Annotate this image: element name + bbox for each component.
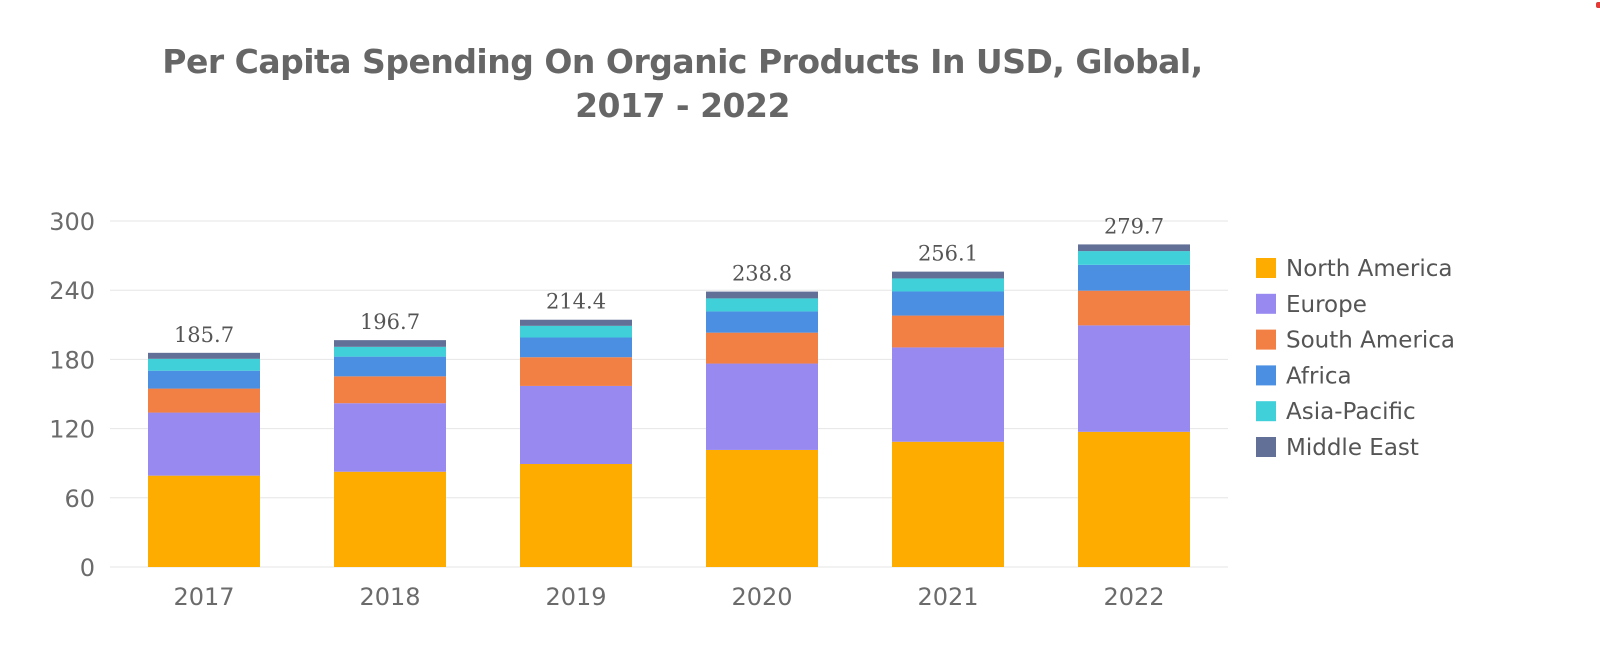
legend[interactable]: North America Europe South America Africa As… <box>1256 256 1455 461</box>
legend-item-middle-east[interactable]: Middle East <box>1256 435 1419 461</box>
total-label: 214.4 <box>546 290 606 314</box>
bar-segment-africa[interactable] <box>706 311 818 333</box>
bar-segment-africa[interactable] <box>334 356 446 377</box>
y-tick-label: 300 <box>49 208 95 236</box>
x-tick-label: 2017 <box>173 583 234 611</box>
x-tick-label: 2019 <box>545 583 606 611</box>
x-axis-tick-labels: 2017 2018 2019 2020 2021 2022 <box>173 583 1164 611</box>
legend-item-south-america[interactable]: South America <box>1256 328 1455 354</box>
bar-segment-north-america[interactable] <box>892 441 1004 567</box>
legend-label: Middle East <box>1286 435 1419 461</box>
bar-segment-south-america[interactable] <box>148 388 260 413</box>
bar-segment-north-america[interactable] <box>1078 431 1190 567</box>
bar-stack-2021[interactable] <box>892 271 1004 567</box>
bar-segment-africa[interactable] <box>892 291 1004 316</box>
legend-item-north-america[interactable]: North America <box>1256 256 1453 282</box>
bar-stacks <box>148 244 1190 567</box>
legend-label: Europe <box>1286 292 1367 318</box>
bar-segment-europe[interactable] <box>892 347 1004 442</box>
bar-segment-europe[interactable] <box>334 403 446 472</box>
legend-swatch <box>1256 401 1276 422</box>
legend-label: Asia-Pacific <box>1286 399 1416 425</box>
legend-label: North America <box>1286 256 1453 282</box>
bar-segment-asia-pacific[interactable] <box>334 346 446 357</box>
total-labels: 185.7 196.7 214.4 238.8 256.1 279.7 <box>174 214 1164 346</box>
bar-segment-middle-east[interactable] <box>148 352 260 359</box>
bar-segment-asia-pacific[interactable] <box>148 358 260 371</box>
total-label: 238.8 <box>732 262 792 286</box>
x-tick-label: 2022 <box>1103 583 1164 611</box>
total-label: 196.7 <box>360 310 420 334</box>
bar-segment-europe[interactable] <box>520 385 632 465</box>
bar-segment-middle-east[interactable] <box>892 271 1004 279</box>
bar-segment-africa[interactable] <box>520 337 632 358</box>
bar-segment-asia-pacific[interactable] <box>1078 251 1190 265</box>
bar-segment-africa[interactable] <box>1078 264 1190 291</box>
bar-segment-south-america[interactable] <box>1078 290 1190 326</box>
bar-segment-middle-east[interactable] <box>520 319 632 326</box>
total-label: 279.7 <box>1104 214 1164 238</box>
x-tick-label: 2021 <box>917 583 978 611</box>
bar-segment-europe[interactable] <box>1078 325 1190 432</box>
bar-segment-south-america[interactable] <box>892 315 1004 348</box>
x-tick-label: 2020 <box>731 583 792 611</box>
gridlines <box>110 220 1228 568</box>
bar-segment-middle-east[interactable] <box>334 340 446 347</box>
bar-segment-north-america[interactable] <box>334 471 446 567</box>
bar-segment-south-america[interactable] <box>520 357 632 386</box>
legend-label: South America <box>1286 328 1455 354</box>
bar-stack-2022[interactable] <box>1078 244 1190 567</box>
y-tick-label: 60 <box>64 485 95 513</box>
bar-stack-2018[interactable] <box>334 340 446 567</box>
y-tick-label: 180 <box>49 346 95 374</box>
y-tick-label: 240 <box>49 277 95 305</box>
legend-item-africa[interactable]: Africa <box>1256 363 1352 389</box>
bar-stack-2020[interactable] <box>706 291 818 567</box>
bar-segment-asia-pacific[interactable] <box>892 278 1004 292</box>
bar-segment-south-america[interactable] <box>334 376 446 404</box>
total-label: 256.1 <box>918 242 978 266</box>
legend-swatch <box>1256 258 1276 278</box>
bar-segment-middle-east[interactable] <box>1078 244 1190 252</box>
total-label: 185.7 <box>174 323 234 347</box>
legend-swatch <box>1256 293 1276 314</box>
bar-segment-asia-pacific[interactable] <box>706 298 818 312</box>
bar-segment-europe[interactable] <box>706 363 818 450</box>
y-axis-tick-labels: 0 60 120 180 240 300 <box>49 208 95 582</box>
bar-stack-2017[interactable] <box>148 352 260 567</box>
legend-swatch <box>1256 365 1276 386</box>
chart-title: Per Capita Spending On Organic Products … <box>162 42 1203 125</box>
legend-swatch <box>1256 437 1276 457</box>
legend-swatch <box>1256 329 1276 350</box>
legend-item-asia-pacific[interactable]: Asia-Pacific <box>1256 399 1416 425</box>
bar-segment-africa[interactable] <box>148 370 260 389</box>
legend-item-europe[interactable]: Europe <box>1256 292 1367 318</box>
bar-segment-middle-east[interactable] <box>706 291 818 299</box>
bar-segment-south-america[interactable] <box>706 332 818 364</box>
bar-segment-north-america[interactable] <box>520 464 632 567</box>
corner-indicator <box>1596 2 1600 8</box>
bar-segment-europe[interactable] <box>148 412 260 476</box>
bar-segment-north-america[interactable] <box>706 449 818 567</box>
y-tick-label: 0 <box>80 554 95 582</box>
bar-segment-asia-pacific[interactable] <box>520 325 632 338</box>
legend-label: Africa <box>1286 363 1352 389</box>
bar-stack-2019[interactable] <box>520 319 632 567</box>
y-tick-label: 120 <box>49 416 95 444</box>
bar-segment-north-america[interactable] <box>148 475 260 567</box>
x-tick-label: 2018 <box>359 583 420 611</box>
